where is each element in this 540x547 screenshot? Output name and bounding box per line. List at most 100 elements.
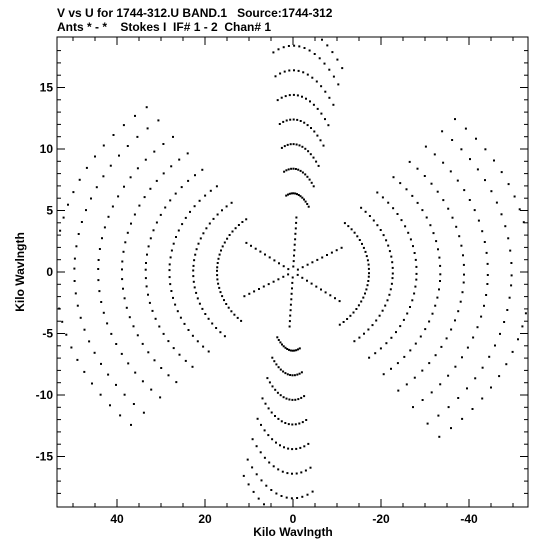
uv-point — [130, 222, 132, 225]
uv-point — [353, 231, 356, 234]
uv-point — [162, 172, 165, 175]
x-axis-title: Kilo Wavlngth — [253, 525, 333, 539]
uv-point — [364, 292, 366, 295]
uv-point — [305, 419, 308, 421]
uv-point — [334, 297, 336, 300]
uv-point — [58, 307, 61, 310]
uv-point — [438, 435, 441, 438]
uv-point — [268, 256, 271, 259]
uv-point — [191, 334, 194, 337]
uv-point — [439, 280, 441, 282]
uv-point — [310, 127, 312, 129]
uv-point — [298, 422, 301, 425]
uv-point — [365, 288, 368, 291]
uv-point — [338, 300, 341, 303]
uv-point — [242, 474, 245, 477]
uv-point — [389, 288, 392, 291]
uv-point — [204, 194, 207, 197]
uv-point — [347, 225, 350, 228]
uv-point — [98, 248, 101, 250]
uv-point — [283, 446, 285, 449]
uv-point — [299, 169, 302, 172]
uv-point — [462, 281, 465, 284]
uv-point — [291, 374, 294, 377]
uv-point — [225, 205, 228, 208]
uv-point — [264, 402, 267, 405]
uv-point — [505, 363, 508, 366]
uv-point — [226, 237, 229, 240]
uv-point — [409, 306, 411, 308]
uv-point — [75, 245, 78, 248]
uv-point — [290, 298, 293, 301]
uv-point — [76, 304, 79, 307]
uv-point — [295, 143, 298, 146]
uv-point — [463, 273, 465, 276]
uv-point — [279, 368, 282, 371]
uv-point — [216, 266, 219, 269]
uv-point — [461, 291, 464, 294]
uv-point — [416, 201, 419, 204]
uv-point — [404, 225, 407, 228]
uv-point — [271, 385, 274, 388]
uv-point — [356, 235, 359, 238]
uv-point — [297, 398, 300, 401]
uv-point — [67, 203, 69, 206]
plot-subtitle: Ants * - * Stokes I IF# 1 - 2 Chan# 1 — [57, 20, 272, 34]
uv-point — [379, 347, 382, 350]
uv-point — [360, 300, 363, 303]
uv-point — [283, 170, 286, 173]
uv-point — [115, 383, 117, 386]
uv-point — [176, 310, 179, 313]
uv-point — [287, 447, 290, 450]
uv-point — [80, 221, 83, 223]
uv-point — [97, 259, 100, 261]
uv-point — [267, 407, 270, 410]
uv-point — [415, 265, 418, 268]
uv-point — [260, 423, 262, 426]
uv-point — [199, 237, 202, 240]
uv-point — [308, 178, 311, 181]
uv-point — [141, 380, 144, 383]
uv-point — [191, 365, 194, 368]
uv-point — [335, 249, 338, 252]
uv-point — [267, 283, 270, 286]
uv-point — [419, 335, 422, 338]
uv-point — [388, 293, 391, 296]
uv-point — [107, 215, 110, 218]
uv-point — [146, 253, 148, 256]
uv-point — [299, 120, 302, 122]
uv-point — [306, 175, 309, 178]
uv-point — [471, 408, 474, 410]
uv-point — [254, 247, 257, 250]
uv-point — [246, 458, 249, 461]
uv-point — [285, 496, 288, 499]
uv-point — [302, 71, 305, 74]
uv-point — [260, 479, 263, 482]
uv-point — [281, 343, 283, 346]
uv-point — [147, 245, 150, 248]
uv-point — [133, 213, 136, 216]
uv-point — [493, 159, 495, 162]
uv-point — [313, 130, 316, 133]
uv-point — [278, 123, 281, 125]
uv-point — [259, 250, 262, 253]
uv-point — [236, 316, 239, 319]
uv-point — [388, 250, 391, 253]
uv-point — [198, 199, 201, 202]
uv-point — [301, 95, 303, 98]
uv-point — [368, 272, 370, 275]
uv-point — [283, 70, 286, 73]
uv-point — [293, 249, 296, 252]
uv-point — [306, 124, 309, 127]
uv-point — [155, 179, 158, 182]
uv-point — [94, 155, 96, 158]
uv-point — [225, 303, 228, 305]
uv-point — [282, 120, 285, 123]
uv-point — [381, 309, 384, 312]
y-tick-label: 15 — [40, 81, 54, 95]
uv-point — [409, 349, 412, 352]
uv-point — [215, 185, 218, 188]
uv-point — [230, 201, 233, 204]
uv-point — [73, 280, 76, 282]
uv-point — [168, 276, 171, 279]
